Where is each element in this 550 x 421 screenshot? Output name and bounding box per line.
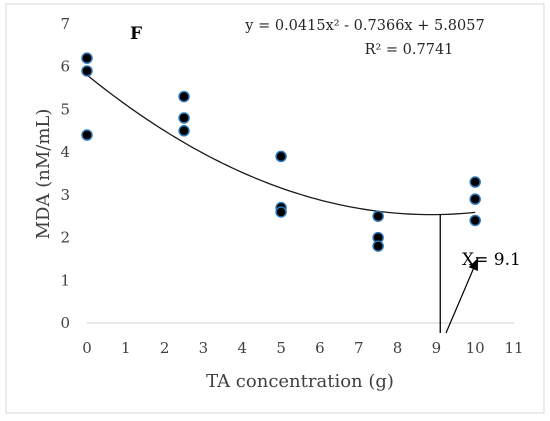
panel-label: F [130,24,142,44]
data-point [372,210,384,222]
y-tick-label: 7 [60,15,70,33]
y-axis-title: MDA (nM/mL) [33,109,54,240]
data-point [469,214,481,227]
data-point [81,52,93,64]
x-tick-label: 2 [160,339,170,357]
x-tick-label: 5 [276,339,286,357]
x-tick-label: 0 [82,339,92,357]
y-tick-label: 6 [60,58,70,76]
x-tick-label: 6 [315,339,325,357]
x-tick-label: 10 [466,339,485,357]
x-tick-label: 7 [354,339,364,357]
annotation-group: X= 9.1 [439,214,521,334]
data-point [178,90,190,103]
data-point [469,193,481,205]
trendline-group [86,74,476,216]
x-tick-label: 1 [121,339,131,357]
annotation-arrowhead [468,258,478,271]
data-points [81,52,481,252]
data-point [469,176,481,188]
data-point [275,150,287,163]
annotation-label: X= 9.1 [462,250,521,270]
x-axis-title: TA concentration (g) [206,371,394,392]
y-tick-label: 1 [60,271,70,289]
x-tick-label: 3 [199,339,209,357]
data-point [81,129,93,141]
y-tick-label: 0 [60,314,70,332]
y-tick-label: 5 [60,100,70,118]
data-point [275,206,287,218]
trendline [86,74,476,216]
chart-border [5,3,545,414]
r-squared-label: R² = 0.7741 [365,42,454,58]
data-point [178,125,190,137]
data-point [178,112,190,124]
x-tick-labels: 0 1 2 3 4 5 6 7 8 9 10 11 [82,339,523,357]
data-point [81,65,93,77]
y-tick-label: 4 [60,143,70,161]
x-tick-label: 11 [504,339,523,357]
data-point [372,240,384,252]
x-tick-label: 4 [237,339,247,357]
x-tick-label: 8 [393,339,403,357]
y-tick-label: 2 [60,229,70,247]
x-tick-label: 9 [432,339,442,357]
annotation-arrow-line [445,257,479,334]
y-tick-labels: 0 1 2 3 4 5 6 7 [60,15,70,332]
y-tick-label: 3 [60,186,70,204]
trendline-equation: y = 0.0415x² - 0.7366x + 5.8057 [244,18,484,34]
